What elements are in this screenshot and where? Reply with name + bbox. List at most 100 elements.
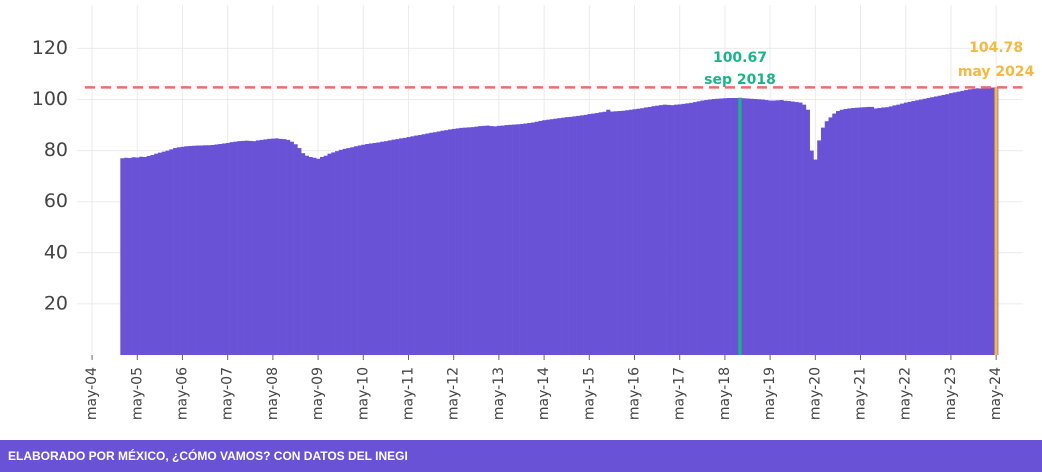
bar [527, 123, 532, 355]
bar [327, 153, 332, 355]
bar [286, 139, 291, 355]
bar [402, 137, 407, 355]
bar [512, 124, 517, 355]
bar [655, 105, 660, 355]
x-tick-label: may-12 [446, 367, 462, 420]
bar [881, 107, 886, 356]
bar [361, 144, 366, 355]
bar [304, 155, 309, 355]
bar [470, 127, 475, 355]
bar [719, 98, 724, 355]
bar [466, 127, 471, 356]
bar [173, 148, 178, 355]
bar [199, 145, 204, 355]
bar [380, 141, 385, 355]
bar [274, 138, 279, 355]
bar [798, 102, 803, 355]
bar [933, 96, 939, 356]
bar [308, 157, 313, 355]
bar [225, 142, 230, 355]
bar [862, 107, 867, 355]
bar [429, 132, 434, 355]
bar [723, 98, 728, 356]
bar [301, 153, 306, 355]
bar [549, 119, 554, 355]
bar [610, 111, 615, 356]
x-tick-label: may-06 [174, 367, 190, 420]
bar [331, 152, 336, 355]
bar [432, 132, 438, 355]
bar [542, 120, 547, 355]
bar [572, 116, 577, 355]
bar [504, 125, 509, 355]
bar [508, 124, 513, 355]
bar [455, 128, 460, 355]
bar [500, 125, 505, 355]
x-tick-label: may-24 [988, 367, 1004, 420]
bar [885, 107, 890, 355]
bar [930, 97, 935, 355]
bar [157, 152, 163, 355]
bar [191, 145, 196, 355]
bar [451, 128, 456, 355]
bar [463, 127, 468, 355]
bar [489, 126, 494, 356]
x-tick-label: may-16 [627, 367, 643, 420]
bar [146, 155, 151, 355]
bar [278, 138, 283, 355]
bar [982, 88, 988, 355]
bar [764, 100, 769, 355]
bar [625, 110, 630, 355]
bar [410, 136, 415, 355]
bar [222, 143, 227, 355]
bar [775, 100, 780, 356]
bar [647, 106, 652, 356]
bar [869, 106, 875, 356]
bar [824, 121, 829, 355]
bar [252, 141, 257, 355]
bar [293, 144, 298, 355]
y-tick-label: 40 [44, 241, 68, 263]
bar [323, 155, 328, 355]
bar [771, 100, 777, 355]
bar [263, 139, 268, 355]
bar [990, 87, 995, 355]
bar [734, 97, 739, 355]
bar [602, 111, 607, 355]
bar [365, 143, 370, 355]
bar [632, 109, 637, 355]
bar [421, 134, 426, 355]
x-tick-label: may-14 [536, 367, 552, 420]
x-tick-label: may-17 [672, 367, 688, 420]
bar [523, 123, 528, 355]
bar [756, 99, 761, 355]
bar [745, 98, 750, 355]
bar [534, 121, 539, 355]
bar [760, 99, 765, 356]
bar [790, 101, 795, 356]
bar [297, 148, 302, 355]
bar [960, 90, 965, 355]
bar [915, 100, 920, 356]
bar [937, 95, 942, 356]
bar [346, 148, 351, 355]
bar [350, 147, 355, 355]
x-tick-label: may-09 [310, 367, 326, 420]
bar [436, 131, 441, 355]
bar [414, 135, 419, 355]
bar [900, 103, 905, 356]
bar [368, 143, 374, 355]
bar [214, 144, 219, 355]
bar [203, 145, 208, 355]
x-tick-label: may-05 [129, 367, 145, 420]
bar [553, 118, 558, 356]
bar [711, 99, 716, 356]
bar [918, 99, 923, 356]
bar [384, 141, 389, 355]
bar [591, 113, 596, 355]
bar [248, 140, 253, 355]
bar [342, 148, 347, 355]
bar [417, 135, 422, 355]
bar [621, 110, 626, 356]
bar [545, 119, 551, 355]
